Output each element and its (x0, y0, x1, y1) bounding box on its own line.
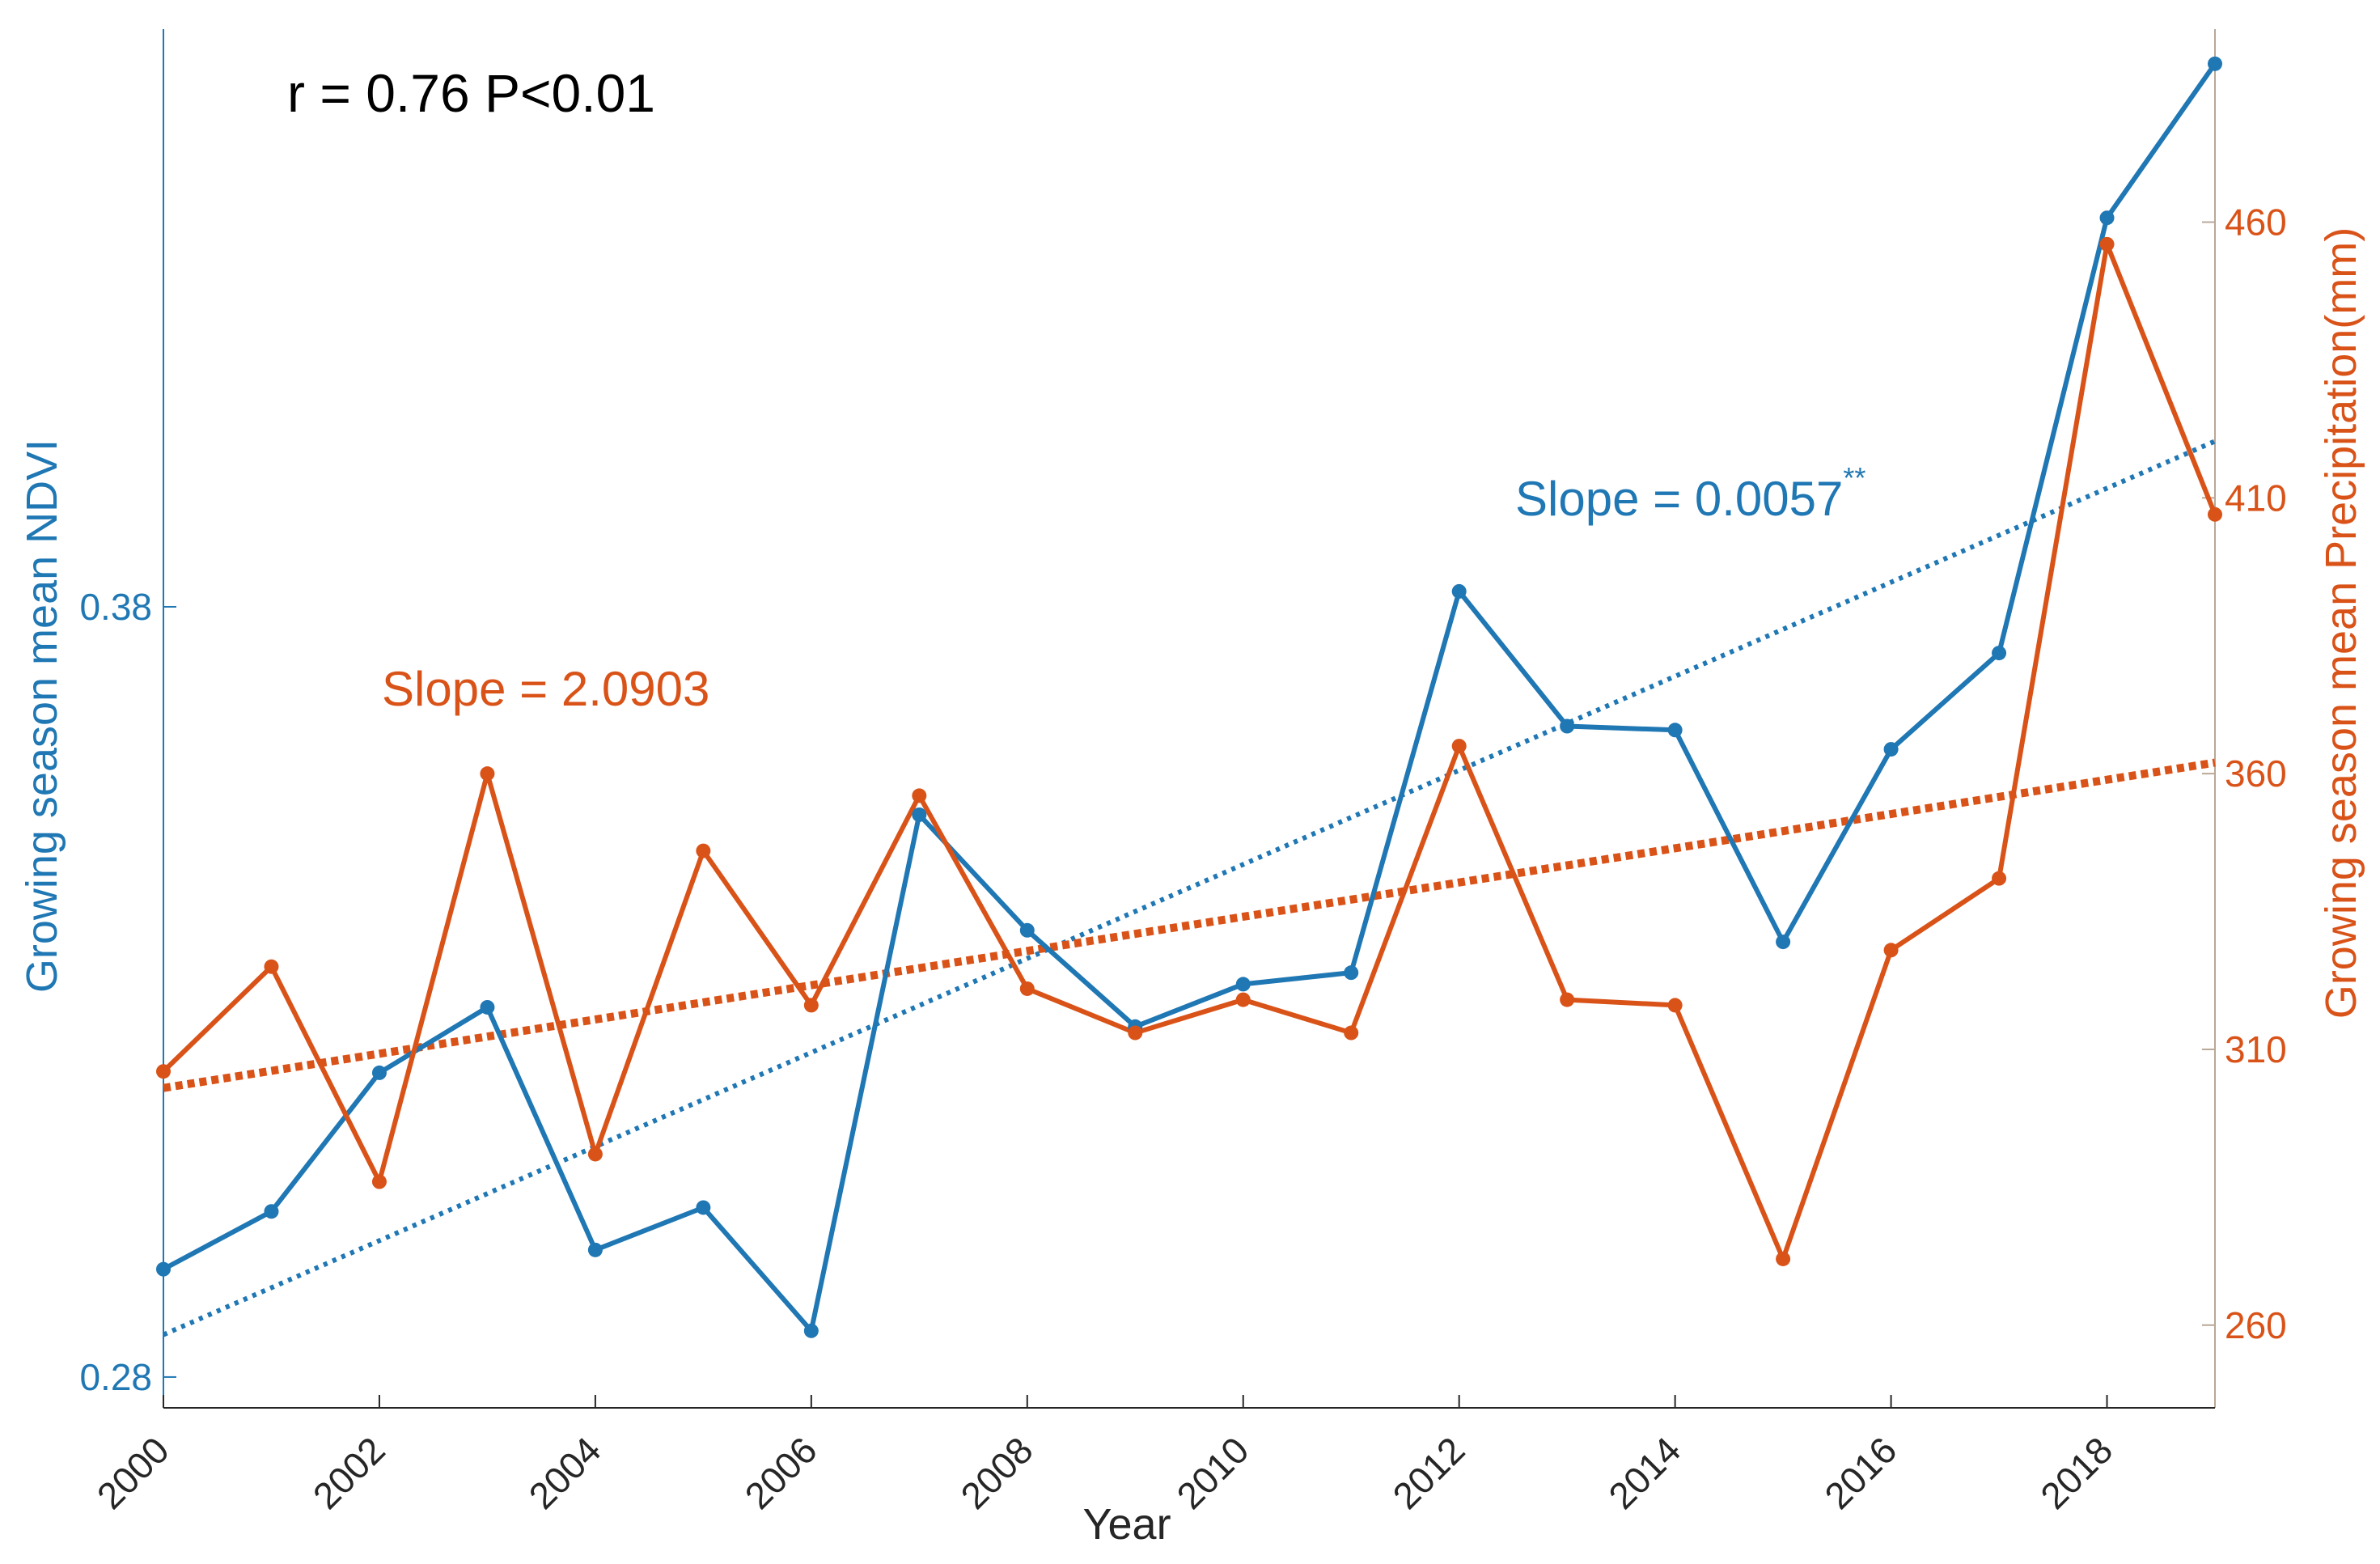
precipitation-data-point (1451, 739, 1467, 754)
ndvi-data-point (264, 1204, 279, 1219)
x-tick-label: 2010 (1168, 1429, 1256, 1517)
precipitation-data-point (1344, 1025, 1359, 1041)
ndvi-data-point (371, 1065, 387, 1080)
labels-group: r = 0.76 P<0.01 Slope = 0.0057** Slope =… (18, 63, 2365, 1549)
x-tick-label: 2002 (305, 1429, 393, 1517)
ndvi-slope-value: Slope = 0.0057 (1515, 472, 1843, 526)
precipitation-data-point (1128, 1025, 1143, 1041)
ndvi-slope-significance: ** (1843, 461, 1865, 494)
ndvi-trendline (162, 439, 2217, 1337)
series-lines-group (161, 61, 2217, 1333)
x-tick-label: 2004 (521, 1429, 609, 1517)
x-tick-label: 2018 (2032, 1429, 2120, 1517)
right-y-tick-label: 260 (2225, 1304, 2287, 1346)
x-tick-label: 2000 (89, 1429, 177, 1517)
precip-slope-label: Slope = 2.0903 (382, 662, 709, 716)
ndvi-data-point (912, 807, 927, 822)
x-axis-label: Year (1082, 1500, 1171, 1549)
ndvi-data-point (1776, 935, 1791, 950)
left-y-tick-label: 0.38 (79, 586, 152, 628)
ndvi-data-point (2208, 56, 2222, 71)
ndvi-data-point (1560, 718, 1575, 734)
ndvi-data-point (1344, 965, 1359, 981)
precip-trendline (163, 758, 2216, 1092)
x-tick-label: 2006 (737, 1429, 825, 1517)
ndvi-data-point (1235, 977, 1251, 992)
x-tick-label: 2012 (1384, 1429, 1472, 1517)
x-tick-label: 2016 (1816, 1429, 1904, 1517)
ndvi-slope-label: Slope = 0.0057** (1515, 461, 1865, 526)
precipitation-series-line (161, 241, 2217, 1261)
ndvi-data-point (696, 1200, 711, 1215)
precipitation-data-point (1667, 998, 1683, 1013)
precipitation-data-point (587, 1147, 603, 1162)
left-y-tick-label: 0.28 (79, 1356, 152, 1398)
ndvi-data-point (480, 999, 495, 1015)
ndvi-data-point (1883, 742, 1899, 757)
ndvi-data-point (803, 1323, 819, 1338)
precipitation-data-point (803, 998, 819, 1013)
precipitation-data-point (156, 1064, 171, 1079)
right-y-tick-label: 360 (2225, 752, 2287, 795)
trendlines-group (162, 439, 2217, 1337)
precipitation-data-point (1776, 1251, 1791, 1266)
x-tick-label: 2008 (952, 1429, 1040, 1517)
precipitation-data-point (2208, 506, 2222, 522)
ndvi-data-point (2099, 210, 2115, 226)
ndvi-series-line (161, 61, 2217, 1333)
axes-group: 2000 2002 2004 2006 2008 2010 2012 2014 2016 2018… (79, 29, 2287, 1517)
series-points-group (156, 56, 2222, 1338)
ndvi-data-point (587, 1242, 603, 1257)
ndvi-data-point (156, 1261, 171, 1277)
precipitation-data-point (1560, 992, 1575, 1007)
precipitation-data-point (1235, 992, 1251, 1007)
precipitation-data-point (1883, 943, 1899, 958)
correlation-annotation: r = 0.76 P<0.01 (287, 63, 655, 123)
x-tick-label: 2014 (1600, 1429, 1688, 1517)
precipitation-data-point (696, 843, 711, 858)
precipitation-data-point (371, 1174, 387, 1189)
ndvi-data-point (1992, 646, 2007, 661)
left-y-axis-label: Growing season mean NDVI (18, 439, 66, 993)
right-y-tick-label: 410 (2225, 477, 2287, 519)
precipitation-data-point (2099, 236, 2115, 252)
right-y-tick-label: 460 (2225, 201, 2287, 244)
ndvi-data-point (1667, 723, 1683, 738)
right-y-axis-label: Growing season mean Precipitation(mm) (2317, 227, 2365, 1019)
right-y-tick-label: 310 (2225, 1028, 2287, 1070)
precipitation-data-point (1992, 871, 2007, 886)
precipitation-data-point (264, 959, 279, 974)
precipitation-data-point (480, 766, 495, 782)
ndvi-data-point (1451, 583, 1467, 599)
ndvi-data-point (1019, 922, 1035, 938)
precipitation-data-point (912, 788, 927, 803)
precipitation-data-point (1019, 981, 1035, 996)
